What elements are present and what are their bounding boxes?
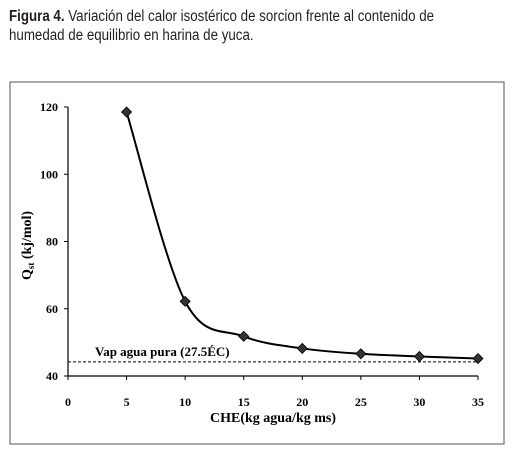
data-point-marker [179, 295, 191, 307]
y-axis-title-main: Q [20, 269, 35, 280]
y-tick-label: 80 [46, 235, 58, 249]
data-point-marker [413, 350, 425, 363]
data-point-marker [238, 330, 250, 342]
reference-line-label: Vap agua pura (27.5ÉC) [95, 344, 230, 359]
y-tick-label: 100 [40, 167, 58, 181]
x-tick-label: 35 [472, 395, 484, 409]
caption-label: Figura 4. [9, 8, 65, 25]
x-tick-label: 5 [124, 395, 130, 409]
figure-caption: Figura 4. Variación del calor isostérico… [9, 7, 439, 45]
caption-line-1: Variación del calor isostérico de sorcio… [68, 8, 435, 25]
reference-line-group: Vap agua pura (27.5ÉC) [68, 344, 478, 363]
data-point-marker [296, 342, 308, 354]
axes [67, 107, 478, 377]
tick-group: 0 5 10 15 20 25 30 35 40 60 80 100 120 [40, 100, 484, 409]
y-axis-title: Qst (kj/mol) [20, 211, 36, 280]
chart-frame [9, 81, 505, 445]
series-curve [125, 111, 479, 360]
marker-group [121, 106, 484, 365]
caption-line-2: humedad de equilibrio en harina de yuca. [9, 27, 254, 44]
data-point-marker [355, 348, 367, 360]
data-point-marker [472, 352, 484, 365]
y-tick-label: 60 [46, 302, 58, 316]
x-tick-label: 15 [238, 395, 250, 409]
x-tick-label: 30 [413, 395, 425, 409]
x-axis-title: CHE(kg agua/kg ms) [210, 411, 336, 426]
x-tick-label: 0 [65, 395, 71, 409]
x-tick-label: 10 [179, 395, 191, 409]
y-tick-label: 120 [40, 100, 58, 114]
x-tick-label: 20 [296, 395, 308, 409]
data-point-marker [121, 106, 133, 118]
y-axis-title-sub: st [26, 263, 36, 270]
x-tick-label: 25 [355, 395, 367, 409]
y-tick-label: 40 [46, 369, 58, 383]
y-axis-title-rest: (kj/mol) [20, 211, 35, 263]
